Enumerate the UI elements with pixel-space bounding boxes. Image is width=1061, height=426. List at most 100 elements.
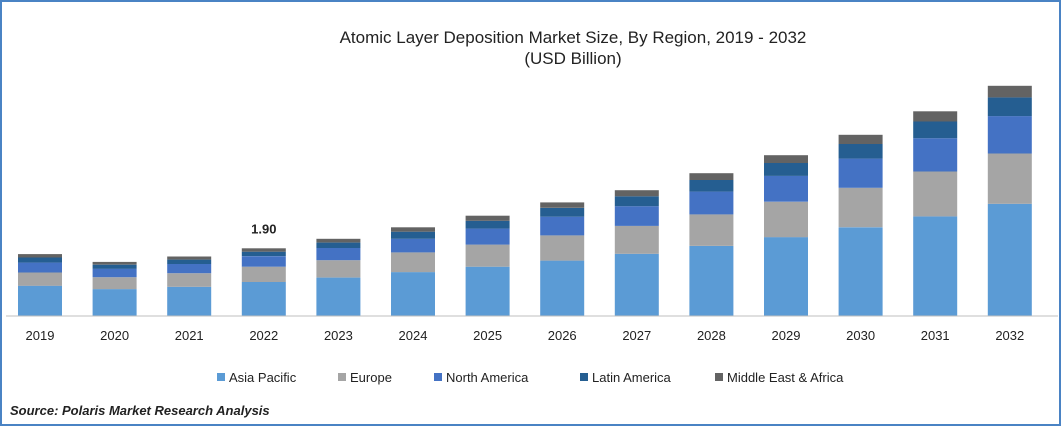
bar-segment-2031-series-3 <box>913 121 958 139</box>
legend-label-4: Middle East & Africa <box>727 370 844 385</box>
bar-segment-2032-series-1 <box>987 153 1032 204</box>
bar-segment-2028-series-0 <box>689 246 734 316</box>
bar-segment-2024-series-3 <box>391 231 435 239</box>
bar-segment-2021-series-2 <box>167 264 212 274</box>
legend-swatch-1 <box>338 373 346 381</box>
legend-label-0: Asia Pacific <box>229 370 297 385</box>
bar-segment-2030-series-3 <box>838 144 883 159</box>
bar-segment-2027-series-4 <box>614 190 659 197</box>
x-tick-2026: 2026 <box>548 328 577 343</box>
bar-segment-2021-series-0 <box>167 286 212 316</box>
bar-segment-2029-series-0 <box>764 237 808 316</box>
bar-segment-2024-series-1 <box>391 252 435 273</box>
bar-segment-2025-series-1 <box>465 244 510 267</box>
x-tick-2020: 2020 <box>100 328 129 343</box>
bar-segment-2031-series-2 <box>913 138 958 172</box>
bar-segment-2022-series-0 <box>241 282 286 316</box>
bar-segment-2027-series-0 <box>614 253 659 316</box>
bar-segment-2026-series-4 <box>540 202 585 208</box>
bar-segment-2027-series-3 <box>614 196 659 207</box>
bar-segment-2020-series-1 <box>92 277 137 290</box>
legend-label-2: North America <box>446 370 529 385</box>
bar-segment-2032-series-2 <box>987 116 1032 154</box>
bar-segment-2029-series-2 <box>764 175 808 202</box>
x-tick-2032: 2032 <box>995 328 1024 343</box>
bar-segment-2023-series-4 <box>316 238 361 243</box>
bar-segment-2022-series-2 <box>241 256 286 267</box>
bar-segment-2019-series-4 <box>18 254 62 258</box>
bar-segment-2019-series-0 <box>18 285 62 316</box>
bar-segment-2019-series-2 <box>18 262 62 273</box>
bar-segment-2032-series-3 <box>987 97 1032 117</box>
bar-segment-2020-series-4 <box>92 261 137 265</box>
legend-swatch-0 <box>217 373 225 381</box>
x-tick-labels: 2019 2020 2021 2022 2023 2024 2025 2026 2027 2028… <box>26 328 1025 343</box>
bar-segment-2024-series-4 <box>391 227 435 232</box>
x-tick-2023: 2023 <box>324 328 353 343</box>
bar-segment-2030-series-0 <box>838 227 883 316</box>
x-tick-2029: 2029 <box>772 328 801 343</box>
bar-segment-2031-series-4 <box>913 111 958 122</box>
bar-segment-2022-series-4 <box>241 248 286 252</box>
bar-segment-2023-series-3 <box>316 242 361 248</box>
legend-swatch-4 <box>715 373 723 381</box>
bar-segment-2025-series-0 <box>465 266 510 316</box>
bar-segment-2029-series-3 <box>764 163 808 176</box>
bar-segment-2029-series-4 <box>764 155 808 163</box>
bar-segment-2025-series-2 <box>465 228 510 245</box>
x-tick-2022: 2022 <box>249 328 278 343</box>
bar-segment-2029-series-1 <box>764 201 808 238</box>
bar-segment-2025-series-3 <box>465 220 510 229</box>
chart-subtitle: (USD Billion) <box>524 49 621 68</box>
bar-segment-2019-series-3 <box>18 257 62 263</box>
x-tick-2031: 2031 <box>921 328 950 343</box>
bar-segment-2026-series-2 <box>540 216 585 236</box>
bar-segment-2021-series-4 <box>167 256 212 260</box>
bar-segment-2027-series-2 <box>614 206 659 226</box>
x-tick-2027: 2027 <box>622 328 651 343</box>
bar-segment-2026-series-1 <box>540 235 585 261</box>
chart-title: Atomic Layer Deposition Market Size, By … <box>340 28 807 47</box>
bar-segment-2021-series-3 <box>167 259 212 264</box>
bar-segment-2027-series-1 <box>614 225 659 254</box>
bar-segment-2030-series-1 <box>838 187 883 228</box>
bar-segment-2023-series-1 <box>316 260 361 278</box>
bar-segment-2031-series-1 <box>913 171 958 217</box>
x-tick-2021: 2021 <box>175 328 204 343</box>
x-tick-2028: 2028 <box>697 328 726 343</box>
x-tick-2025: 2025 <box>473 328 502 343</box>
bar-segment-2026-series-0 <box>540 260 585 316</box>
legend-swatch-3 <box>580 373 588 381</box>
bar-segment-2028-series-4 <box>689 173 734 180</box>
bar-segment-2020-series-3 <box>92 264 137 269</box>
bar-segment-2028-series-3 <box>689 180 734 192</box>
bar-segment-2028-series-2 <box>689 191 734 215</box>
bar-segment-2023-series-2 <box>316 248 361 261</box>
bar-segment-2021-series-1 <box>167 273 212 287</box>
legend-label-1: Europe <box>350 370 392 385</box>
bar-segment-2019-series-1 <box>18 272 62 286</box>
bar-segment-2024-series-0 <box>391 272 435 316</box>
data-label-2022: 1.90 <box>251 221 276 236</box>
bar-segment-2022-series-1 <box>241 266 286 282</box>
bar-segment-2031-series-0 <box>913 216 958 316</box>
source-note: Source: Polaris Market Research Analysis <box>10 403 270 418</box>
bar-segment-2026-series-3 <box>540 207 585 217</box>
bar-segment-2022-series-3 <box>241 251 286 257</box>
bar-segment-2028-series-1 <box>689 214 734 246</box>
bar-segment-2024-series-2 <box>391 238 435 253</box>
bar-segment-2032-series-4 <box>987 85 1032 98</box>
x-tick-2030: 2030 <box>846 328 875 343</box>
bar-segment-2020-series-0 <box>92 289 137 316</box>
legend-label-3: Latin America <box>592 370 672 385</box>
x-tick-2024: 2024 <box>399 328 428 343</box>
bar-segment-2030-series-4 <box>838 134 883 144</box>
bar-segment-2023-series-0 <box>316 277 361 316</box>
bar-segment-2030-series-2 <box>838 158 883 188</box>
bars-group <box>18 85 1032 316</box>
bar-segment-2020-series-2 <box>92 268 137 278</box>
x-tick-2019: 2019 <box>26 328 55 343</box>
bar-segment-2025-series-4 <box>465 215 510 221</box>
